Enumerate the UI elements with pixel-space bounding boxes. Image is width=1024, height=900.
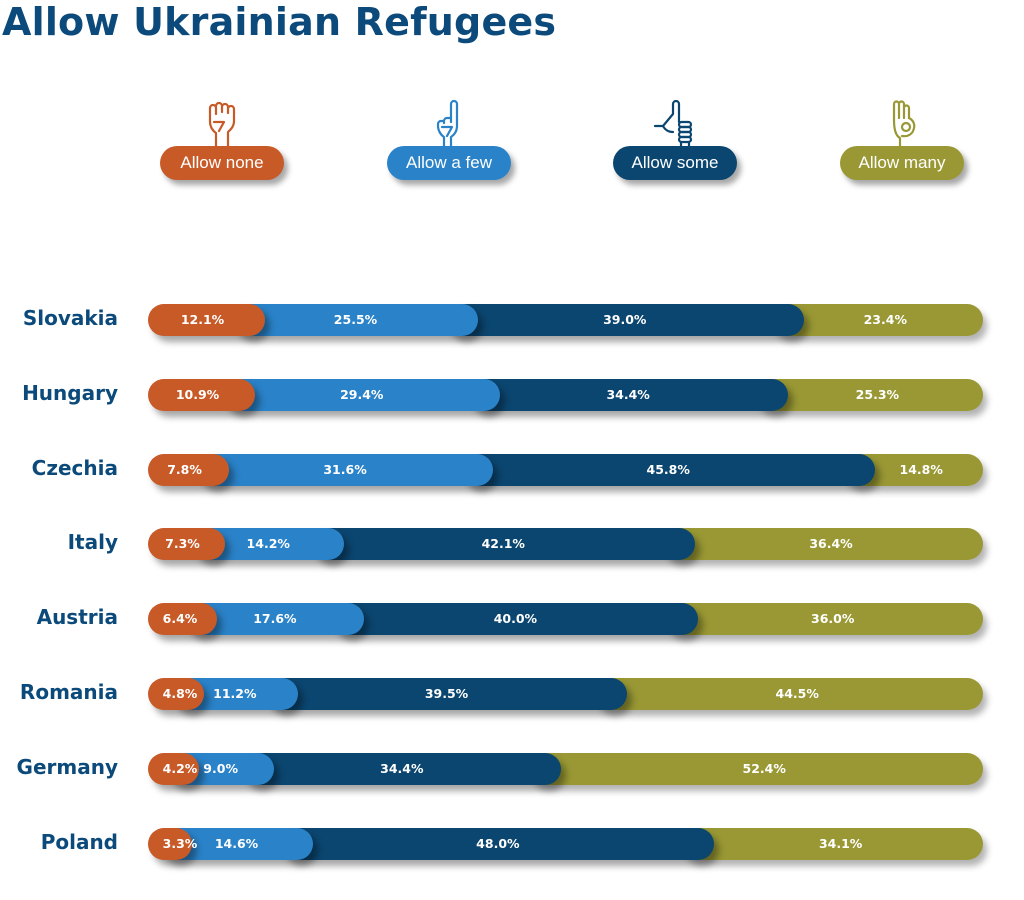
- data-label-allow-some: 39.5%: [424, 686, 469, 701]
- bar-segment-allow-none: [148, 753, 200, 785]
- thumbs-up-icon: [653, 100, 693, 150]
- data-label-allow-none: 10.9%: [175, 387, 220, 402]
- data-label-allow-some: 48.0%: [476, 836, 520, 851]
- bar-segment-allow-some: [332, 603, 699, 635]
- data-label-allow-some: 40.0%: [493, 611, 538, 626]
- ok-hand-icon: [892, 100, 916, 150]
- bar-segment-allow-a-few: [197, 454, 493, 486]
- legend-pill-allow-a-few: Allow a few: [387, 146, 511, 180]
- data-label-allow-none: 7.3%: [165, 536, 200, 551]
- bar-segment-allow-many: [755, 379, 983, 411]
- data-label-allow-many: 36.4%: [809, 536, 853, 551]
- bar-row-austria: 6.4% 17.6% 40.0% 36.0%: [148, 603, 983, 635]
- data-label-allow-many: 14.8%: [899, 462, 943, 477]
- bar-segment-allow-some: [468, 379, 788, 411]
- bar-row-hungary: 10.9% 29.4% 34.4% 25.3%: [148, 379, 983, 411]
- data-label-allow-a-few: 9.0%: [203, 761, 238, 776]
- data-label-allow-some: 34.4%: [380, 761, 424, 776]
- bar-row-romania: 4.8% 11.2% 39.5% 44.5%: [148, 678, 983, 710]
- data-label-allow-some: 34.4%: [606, 387, 650, 402]
- data-label-allow-a-few: 29.4%: [340, 387, 384, 402]
- bar-row-poland: 3.3% 14.6% 48.0% 34.1%: [148, 828, 983, 860]
- bar-segment-allow-none: [148, 304, 266, 336]
- data-label-allow-a-few: 31.6%: [323, 462, 367, 477]
- bar-segment-allow-many: [663, 528, 983, 560]
- category-label-poland: Poland: [40, 830, 118, 854]
- bar-row-italy: 7.3% 14.2% 42.1% 36.4%: [148, 528, 983, 560]
- bar-segment-allow-some: [460, 454, 876, 486]
- bar-segment-allow-a-few: [223, 379, 501, 411]
- category-label-hungary: Hungary: [22, 381, 118, 405]
- category-label-czechia: Czechia: [31, 456, 118, 480]
- data-label-allow-none: 4.2%: [162, 761, 198, 776]
- data-label-allow-many: 23.4%: [863, 312, 907, 327]
- index-finger-up-icon: [436, 100, 459, 150]
- data-label-allow-none: 7.8%: [167, 462, 202, 477]
- bar-row-germany: 4.2% 9.0% 34.4% 52.4%: [148, 753, 983, 785]
- data-label-allow-many: 25.3%: [855, 387, 900, 402]
- bar-segment-allow-none: [148, 528, 225, 560]
- bar-segment-allow-some: [311, 528, 696, 560]
- bar-segment-allow-none: [148, 379, 255, 411]
- data-label-allow-none: 6.4%: [162, 611, 198, 626]
- legend-item-allow-a-few: Allow a few: [387, 100, 517, 190]
- bar-segment-allow-some: [242, 753, 562, 785]
- bar-row-slovakia: 12.1% 25.5% 39.0% 23.4%: [148, 304, 983, 336]
- data-label-allow-some: 42.1%: [481, 536, 525, 551]
- bar-segment-allow-many: [529, 753, 983, 785]
- data-label-allow-a-few: 14.6%: [214, 836, 259, 851]
- legend-label: Allow none: [180, 153, 264, 172]
- data-label-allow-many: 34.1%: [818, 836, 863, 851]
- bar-segment-allow-none: [148, 828, 192, 860]
- data-label-allow-many: 52.4%: [742, 761, 786, 776]
- category-label-italy: Italy: [67, 530, 118, 554]
- bar-segment-allow-a-few: [233, 304, 478, 336]
- bar-segment-allow-some: [265, 678, 628, 710]
- bar-segment-allow-none: [148, 678, 205, 710]
- data-label-allow-many: 36.0%: [811, 611, 855, 626]
- data-label-allow-some: 39.0%: [603, 312, 647, 327]
- bar-segment-allow-some: [281, 828, 715, 860]
- legend-item-allow-none: Allow none: [160, 100, 290, 190]
- category-label-romania: Romania: [19, 680, 118, 704]
- legend-pill-allow-some: Allow some: [613, 146, 737, 180]
- data-label-allow-none: 3.3%: [162, 836, 198, 851]
- bar-segment-allow-none: [148, 454, 230, 486]
- category-label-slovakia: Slovakia: [22, 306, 118, 330]
- legend-label: Allow many: [858, 153, 946, 172]
- legend-label: Allow some: [631, 153, 719, 172]
- data-label-allow-a-few: 14.2%: [246, 536, 290, 551]
- bar-segment-allow-many: [595, 678, 983, 710]
- data-label-allow-a-few: 17.6%: [253, 611, 297, 626]
- category-label-austria: Austria: [36, 605, 118, 629]
- legend-pill-allow-none: Allow none: [160, 146, 284, 180]
- data-label-allow-many: 44.5%: [775, 686, 819, 701]
- fist-icon: [208, 101, 236, 148]
- data-label-allow-a-few: 25.5%: [333, 312, 378, 327]
- bar-segment-allow-none: [148, 603, 218, 635]
- bar-row-czechia: 7.8% 31.6% 45.8% 14.8%: [148, 454, 983, 486]
- legend-item-allow-some: Allow some: [613, 100, 743, 190]
- bar-segment-allow-some: [445, 304, 804, 336]
- bar-segment-allow-many: [771, 304, 983, 336]
- data-label-allow-some: 45.8%: [646, 462, 690, 477]
- legend-pill-allow-many: Allow many: [840, 146, 964, 180]
- legend-item-allow-many: Allow many: [840, 100, 970, 190]
- bar-segment-allow-many: [666, 603, 983, 635]
- bar-segment-allow-many: [682, 828, 983, 860]
- data-label-allow-none: 4.8%: [162, 686, 198, 701]
- data-label-allow-none: 12.1%: [180, 312, 225, 327]
- data-label-allow-a-few: 11.2%: [213, 686, 257, 701]
- chart-title: Allow Ukrainian Refugees: [2, 0, 557, 44]
- legend-label: Allow a few: [406, 153, 492, 172]
- category-label-germany: Germany: [16, 755, 118, 779]
